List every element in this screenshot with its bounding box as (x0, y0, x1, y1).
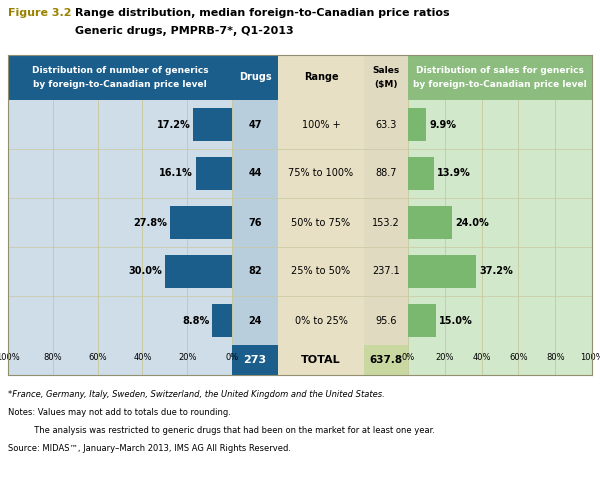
Text: 15.0%: 15.0% (439, 316, 472, 326)
Text: 37.2%: 37.2% (479, 266, 513, 276)
Text: 76: 76 (248, 217, 262, 228)
Text: 100% +: 100% + (302, 119, 340, 129)
Text: ($M): ($M) (374, 80, 398, 89)
Text: 16.1%: 16.1% (159, 169, 193, 179)
Text: 95.6: 95.6 (375, 316, 397, 326)
Text: 100%: 100% (580, 353, 600, 362)
Text: Generic drugs, PMPRB-7*, Q1-2013: Generic drugs, PMPRB-7*, Q1-2013 (75, 26, 293, 36)
Text: 17.2%: 17.2% (157, 119, 190, 129)
Text: 100%: 100% (0, 353, 20, 362)
Text: 80%: 80% (546, 353, 565, 362)
Text: 237.1: 237.1 (372, 266, 400, 276)
Text: 25% to 50%: 25% to 50% (292, 266, 350, 276)
Text: Figure 3.2: Figure 3.2 (8, 8, 71, 18)
Text: Sales: Sales (373, 66, 400, 75)
Text: 44: 44 (248, 169, 262, 179)
Text: Distribution of number of generics: Distribution of number of generics (32, 66, 208, 75)
Text: 27.8%: 27.8% (133, 217, 167, 228)
Text: 47: 47 (248, 119, 262, 129)
Text: TOTAL: TOTAL (301, 355, 341, 365)
Text: by foreign-to-Canadian price level: by foreign-to-Canadian price level (413, 80, 587, 89)
Text: 24.0%: 24.0% (455, 217, 489, 228)
Text: Range: Range (304, 72, 338, 82)
Text: *France, Germany, Italy, Sweden, Switzerland, the United Kingdom and the United : *France, Germany, Italy, Sweden, Switzer… (8, 390, 385, 399)
Text: 60%: 60% (509, 353, 528, 362)
Text: The analysis was restricted to generic drugs that had been on the market for at : The analysis was restricted to generic d… (8, 426, 435, 435)
Text: 30.0%: 30.0% (128, 266, 162, 276)
Text: 9.9%: 9.9% (429, 119, 456, 129)
Text: 273: 273 (244, 355, 266, 365)
Text: Range distribution, median foreign-to-Canadian price ratios: Range distribution, median foreign-to-Ca… (75, 8, 449, 18)
Text: 80%: 80% (43, 353, 62, 362)
Text: 0%: 0% (226, 353, 239, 362)
Text: 75% to 100%: 75% to 100% (289, 169, 353, 179)
Text: 0% to 25%: 0% to 25% (295, 316, 347, 326)
Text: 60%: 60% (88, 353, 107, 362)
Text: 637.8: 637.8 (370, 355, 403, 365)
Text: 50% to 75%: 50% to 75% (292, 217, 350, 228)
Text: by foreign-to-Canadian price level: by foreign-to-Canadian price level (33, 80, 207, 89)
Text: Drugs: Drugs (239, 72, 271, 82)
Text: 8.8%: 8.8% (182, 316, 209, 326)
Text: 20%: 20% (436, 353, 454, 362)
Text: 13.9%: 13.9% (437, 169, 470, 179)
Text: 153.2: 153.2 (372, 217, 400, 228)
Text: Notes: Values may not add to totals due to rounding.: Notes: Values may not add to totals due … (8, 408, 231, 417)
Text: 40%: 40% (133, 353, 152, 362)
Text: 82: 82 (248, 266, 262, 276)
Text: 20%: 20% (178, 353, 196, 362)
Text: 24: 24 (248, 316, 262, 326)
Text: 40%: 40% (472, 353, 491, 362)
Text: 0%: 0% (401, 353, 415, 362)
Text: Source: MIDAS™, January–March 2013, IMS AG All Rights Reserved.: Source: MIDAS™, January–March 2013, IMS … (8, 444, 291, 453)
Text: Distribution of sales for generics: Distribution of sales for generics (416, 66, 584, 75)
Text: 88.7: 88.7 (375, 169, 397, 179)
Text: 63.3: 63.3 (376, 119, 397, 129)
